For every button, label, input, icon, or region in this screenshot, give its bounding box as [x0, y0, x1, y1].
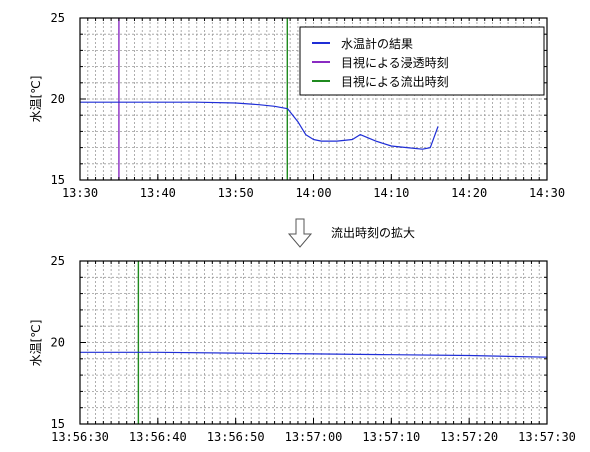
y-tick-label: 15: [51, 417, 65, 431]
top-chart-ticks: 13:30 13:40 13:50 14:00 14:10 14:20 14:30 15 20 2…: [51, 11, 566, 200]
bottom-chart-grid: [80, 261, 547, 424]
down-arrow-icon: [287, 218, 313, 248]
x-tick-label: 13:57:00: [285, 430, 343, 444]
x-tick-label: 13:56:30: [51, 430, 109, 444]
x-tick-label: 13:56:40: [129, 430, 187, 444]
x-tick-label: 13:57:10: [362, 430, 420, 444]
top-chart: 13:30 13:40 13:50 14:00 14:10 14:20 14:30 15 20 2…: [29, 11, 565, 200]
legend-label-temp: 水温計の結果: [341, 36, 413, 51]
y-tick-label: 25: [51, 11, 65, 25]
x-tick-label: 13:57:30: [518, 430, 576, 444]
y-tick-label: 20: [51, 92, 65, 106]
series-line-temp: [80, 351, 548, 358]
x-tick-label: 14:30: [529, 186, 565, 200]
legend: 水温計の結果 目視による浸透時刻 目視による流出時刻: [299, 26, 545, 96]
x-tick-label: 14:20: [451, 186, 487, 200]
zoom-caption: 流出時刻の拡大: [287, 218, 415, 248]
bottom-chart: 13:56:30 13:56:40 13:56:50 13:57:00 13:57:10…: [29, 254, 576, 444]
x-tick-label: 14:10: [373, 186, 409, 200]
legend-box: [299, 26, 545, 96]
caption-text: 流出時刻の拡大: [331, 226, 415, 240]
y-tick-label: 20: [51, 336, 65, 350]
x-tick-label: 13:40: [140, 186, 176, 200]
legend-label-infiltration: 目視による浸透時刻: [341, 55, 449, 70]
top-chart-series: [80, 101, 439, 150]
x-tick-label: 13:57:20: [440, 430, 498, 444]
bottom-chart-series: [80, 351, 548, 358]
x-tick-label: 13:50: [218, 186, 254, 200]
top-chart-vlines: [118, 18, 288, 180]
x-tick-label: 13:30: [62, 186, 98, 200]
top-chart-ylabel: 水温[℃]: [29, 76, 43, 123]
y-tick-label: 15: [51, 173, 65, 187]
bottom-chart-ylabel: 水温[℃]: [29, 320, 43, 367]
y-tick-label: 25: [51, 254, 65, 268]
x-tick-label: 14:00: [295, 186, 331, 200]
top-chart-grid: [80, 18, 547, 180]
x-tick-label: 13:56:50: [207, 430, 265, 444]
bottom-chart-ticks: 13:56:30 13:56:40 13:56:50 13:57:00 13:57:10…: [51, 254, 576, 444]
series-line-temp: [80, 101, 439, 150]
legend-label-outflow: 目視による流出時刻: [341, 74, 449, 89]
